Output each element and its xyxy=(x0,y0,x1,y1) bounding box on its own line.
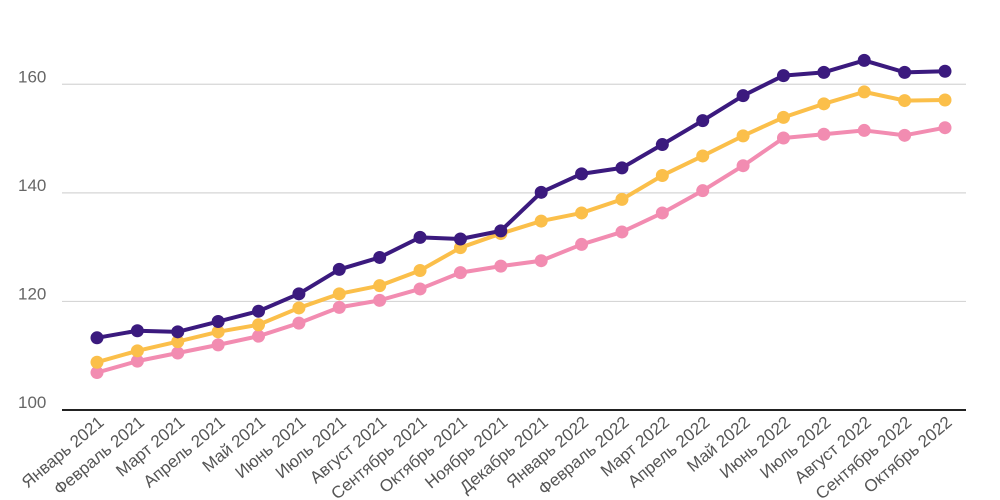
y-tick-label: 140 xyxy=(18,176,46,195)
series-line xyxy=(95,125,947,375)
data-point xyxy=(736,129,750,143)
data-point xyxy=(655,168,669,182)
data-point xyxy=(332,262,346,276)
data-point xyxy=(292,301,306,315)
data-point xyxy=(817,127,831,141)
data-point xyxy=(252,329,266,343)
data-point xyxy=(696,114,710,128)
data-point xyxy=(534,185,548,199)
data-point xyxy=(575,167,589,181)
data-point xyxy=(413,230,427,244)
series-1 xyxy=(90,53,952,345)
data-point xyxy=(494,259,508,273)
data-point xyxy=(332,300,346,314)
data-point xyxy=(373,293,387,307)
data-point xyxy=(817,97,831,111)
data-point xyxy=(655,206,669,220)
data-point xyxy=(534,254,548,268)
data-point xyxy=(211,315,225,329)
data-point xyxy=(413,263,427,277)
data-point xyxy=(332,287,346,301)
data-point xyxy=(252,304,266,318)
data-point xyxy=(575,237,589,251)
y-tick-label: 160 xyxy=(18,67,46,86)
data-point xyxy=(938,121,952,135)
series-line xyxy=(95,58,947,340)
data-point xyxy=(130,354,144,368)
data-point xyxy=(615,192,629,206)
y-axis-ticks: 100 120 140 160 xyxy=(18,67,46,412)
data-point xyxy=(776,110,790,124)
series-3 xyxy=(90,121,952,380)
data-point xyxy=(615,225,629,239)
series-line xyxy=(95,89,947,365)
data-point xyxy=(171,335,185,349)
data-point xyxy=(857,85,871,99)
data-point xyxy=(90,331,104,345)
y-tick-label: 120 xyxy=(18,284,46,303)
data-point xyxy=(494,224,508,238)
data-point xyxy=(413,282,427,296)
data-point xyxy=(534,214,548,228)
data-point xyxy=(292,316,306,330)
data-point xyxy=(736,89,750,103)
data-point xyxy=(211,325,225,339)
data-point xyxy=(696,184,710,198)
data-point xyxy=(252,318,266,332)
data-point xyxy=(292,287,306,301)
data-point xyxy=(857,123,871,137)
data-point xyxy=(898,128,912,142)
data-point xyxy=(776,69,790,83)
data-point xyxy=(898,65,912,79)
data-point xyxy=(130,344,144,358)
y-tick-label: 100 xyxy=(18,393,46,412)
data-point xyxy=(373,279,387,293)
data-point xyxy=(736,159,750,173)
series-2 xyxy=(90,85,952,369)
data-point xyxy=(696,149,710,163)
data-point xyxy=(857,53,871,67)
data-point xyxy=(211,338,225,352)
series-lines xyxy=(90,53,952,380)
data-point xyxy=(655,138,669,152)
data-point xyxy=(898,94,912,108)
data-point xyxy=(453,232,467,246)
data-point xyxy=(90,366,104,380)
data-point xyxy=(938,64,952,78)
data-point xyxy=(373,250,387,264)
data-point xyxy=(575,206,589,220)
data-point xyxy=(171,325,185,339)
data-point xyxy=(453,266,467,280)
data-point xyxy=(90,355,104,369)
data-point xyxy=(776,131,790,145)
data-point xyxy=(171,346,185,360)
data-point xyxy=(615,161,629,175)
data-point xyxy=(938,93,952,107)
data-point xyxy=(130,324,144,338)
data-point xyxy=(817,65,831,79)
gridlines xyxy=(62,83,966,411)
